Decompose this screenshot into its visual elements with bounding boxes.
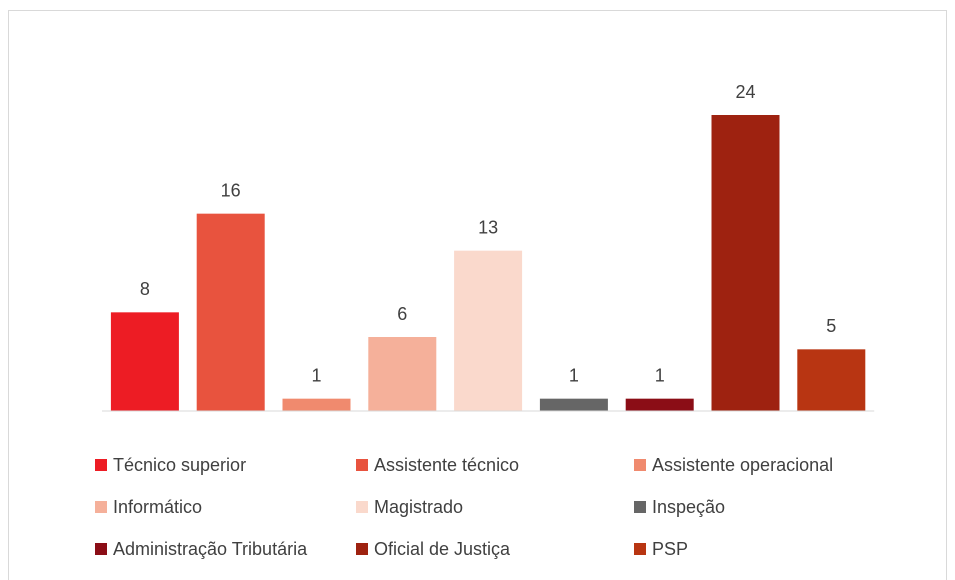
chart-border [8,10,947,580]
legend-swatch [634,459,646,471]
bar [110,312,179,411]
bar [797,349,866,411]
data-label: 24 [735,82,755,102]
data-label: 1 [311,365,321,385]
legend-label: Assistente operacional [652,455,833,475]
legend-swatch [356,459,368,471]
bar [711,115,780,411]
data-label: 1 [569,365,579,385]
data-label: 6 [397,304,407,324]
legend-swatch [95,459,107,471]
legend-swatch [356,501,368,513]
bar [454,250,523,411]
legend-label: Técnico superior [113,455,246,475]
legend-swatch [95,543,107,555]
legend-label: Oficial de Justiça [374,539,511,559]
data-label: 8 [140,279,150,299]
legend-swatch [634,543,646,555]
legend-label: PSP [652,539,688,559]
bar [539,398,608,411]
legend-label: Administração Tributária [113,539,308,559]
legend-swatch [95,501,107,513]
bar [625,398,694,411]
data-label: 1 [655,365,665,385]
bar [282,398,351,411]
bar [368,337,437,411]
legend-swatch [356,543,368,555]
bar [196,213,265,411]
legend-label: Magistrado [374,497,463,517]
data-label: 13 [478,217,498,237]
legend-swatch [634,501,646,513]
legend-label: Informático [113,497,202,517]
data-label: 16 [221,180,241,200]
data-label: 5 [826,316,836,336]
legend-label: Inspeção [652,497,725,517]
legend-label: Assistente técnico [374,455,519,475]
